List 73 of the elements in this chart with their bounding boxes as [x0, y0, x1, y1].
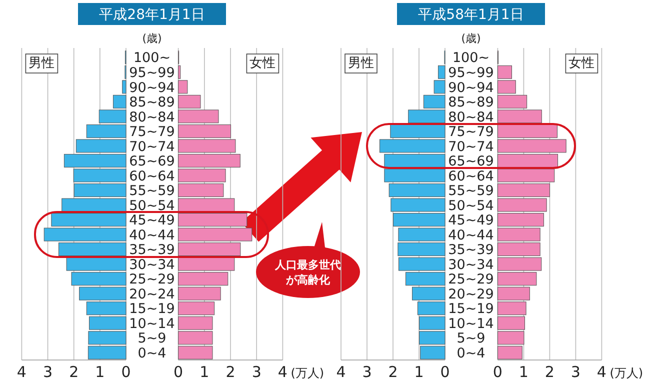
- y-tick-label: 95~99: [129, 65, 175, 82]
- x-tick-label: 1: [95, 363, 105, 381]
- x-tick-label: 1: [200, 363, 210, 381]
- x-tick-label: 2: [69, 363, 79, 381]
- y-tick-label: 85~89: [448, 94, 494, 111]
- y-tick-label: 5~9: [456, 330, 486, 347]
- y-tick-label: 0~4: [138, 345, 166, 362]
- x-tick-label: 4: [16, 363, 26, 381]
- y-tick-label: 25~29: [129, 272, 175, 288]
- y-tick-label: 35~39: [129, 242, 175, 258]
- y-tick-label: 50~54: [129, 198, 175, 214]
- y-tick-label: 75~79: [129, 124, 175, 140]
- chart-title: 平成58年1月1日: [418, 7, 524, 23]
- y-tick-label: 80~84: [129, 109, 175, 126]
- y-tick-label: 40~44: [448, 227, 494, 244]
- y-tick-label: 30~34: [448, 256, 494, 273]
- y-axis-title: (歳): [142, 32, 162, 45]
- x-tick-label: 0: [121, 363, 131, 381]
- y-tick-label: 55~59: [129, 183, 175, 200]
- y-tick-label: 90~94: [129, 80, 175, 96]
- y-tick-label: 95~99: [448, 65, 494, 82]
- x-tick-label: 0: [492, 363, 502, 381]
- chart-title: 平成28年1月1日: [99, 7, 205, 23]
- y-tick-label: 30~34: [129, 256, 175, 273]
- y-tick-label: 70~74: [129, 138, 175, 155]
- y-tick-label: 20~29: [448, 286, 494, 302]
- x-tick-label: 3: [570, 363, 580, 381]
- x-tick-label: 4: [278, 363, 288, 381]
- x-tick-label: 2: [544, 363, 554, 381]
- y-tick-label: 15~19: [448, 301, 494, 318]
- y-tick-label: 45~49: [448, 212, 494, 229]
- y-tick-label: 5~9: [138, 330, 166, 347]
- y-tick-label: 10~14: [448, 316, 494, 332]
- y-tick-label: 60~64: [448, 168, 494, 184]
- x-tick-label: 0: [440, 363, 450, 381]
- x-tick-label: 2: [388, 363, 398, 381]
- text: 女性: [568, 56, 595, 71]
- x-tick-label: 1: [518, 363, 528, 381]
- y-tick-label: 20~24: [129, 286, 175, 302]
- text: が高齢化: [285, 274, 331, 286]
- y-tick-label: 25~29: [448, 272, 494, 288]
- y-tick-label: 45~49: [129, 212, 175, 229]
- x-tick-label: 2: [226, 363, 236, 381]
- y-tick-label: 50~54: [448, 198, 494, 214]
- y-tick-label: 100~: [133, 50, 171, 66]
- y-tick-label: 85~89: [129, 94, 175, 111]
- y-tick-label: 35~39: [448, 242, 494, 258]
- x-axis-title: (万人): [610, 366, 644, 380]
- x-tick-label: 3: [362, 363, 372, 381]
- y-tick-label: 75~79: [448, 124, 494, 140]
- y-tick-label: 90~94: [448, 80, 494, 96]
- x-tick-label: 4: [336, 363, 346, 381]
- text: 女性: [250, 56, 276, 71]
- y-tick-label: 65~69: [448, 154, 494, 170]
- y-tick-label: 80~84: [448, 109, 494, 126]
- text: 男性: [348, 56, 374, 71]
- x-axis-title: (万人): [290, 366, 324, 380]
- y-tick-label: 100~: [452, 50, 490, 66]
- text: 男性: [28, 56, 55, 71]
- x-tick-label: 3: [252, 363, 262, 381]
- y-tick-label: 10~14: [129, 316, 175, 332]
- y-tick-label: 0~4: [456, 345, 486, 362]
- y-tick-label: 65~69: [129, 154, 175, 170]
- y-tick-label: 70~74: [448, 138, 494, 155]
- y-tick-label: 55~59: [448, 183, 494, 200]
- x-tick-label: 3: [43, 363, 53, 381]
- x-tick-label: 1: [414, 363, 424, 381]
- y-tick-label: 40~44: [129, 227, 175, 244]
- y-tick-label: 15~19: [129, 301, 175, 318]
- x-tick-label: 4: [596, 363, 606, 381]
- y-axis-title: (歳): [461, 32, 481, 45]
- y-tick-label: 60~64: [129, 168, 175, 184]
- x-tick-label: 0: [174, 363, 184, 381]
